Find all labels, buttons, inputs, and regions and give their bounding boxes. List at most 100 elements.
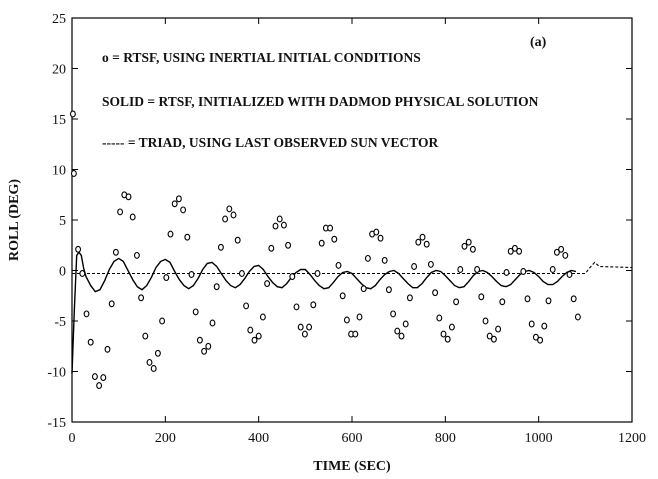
circle-marker [541, 322, 548, 330]
circle-marker [251, 336, 258, 344]
circle-marker [465, 238, 472, 246]
circle-marker [461, 242, 468, 250]
circle-marker [276, 215, 283, 223]
circle-marker [553, 248, 560, 256]
circle-marker [440, 330, 447, 338]
circle-marker [125, 193, 132, 201]
circle-marker [104, 345, 111, 353]
circle-marker [436, 314, 443, 322]
circle-marker [457, 266, 464, 273]
circle-marker [503, 269, 510, 276]
circle-marker [356, 313, 363, 321]
circle-marker [213, 283, 220, 291]
circle-marker [230, 211, 237, 219]
circle-marker [566, 271, 573, 278]
circle-marker [108, 300, 115, 308]
circle-marker [520, 268, 527, 275]
circle-marker [306, 323, 313, 331]
circle-marker [453, 298, 460, 306]
circle-marker [423, 240, 430, 248]
circle-marker [175, 195, 182, 203]
y-tick-label: 15 [52, 113, 66, 128]
circle-marker [180, 206, 187, 214]
circle-marker [69, 110, 76, 118]
y-tick-label: 0 [59, 265, 66, 280]
y-tick-label: -15 [47, 416, 66, 431]
circle-marker [301, 330, 308, 338]
circle-marker [129, 213, 136, 221]
circle-marker [364, 254, 371, 262]
circle-marker [196, 336, 203, 344]
circle-marker [75, 245, 82, 253]
circle-marker [486, 332, 493, 340]
circle-marker [528, 320, 535, 328]
circle-marker [381, 256, 388, 264]
circle-marker [272, 222, 279, 230]
circle-marker [339, 292, 346, 300]
circle-marker [280, 221, 287, 229]
circle-marker [377, 234, 384, 242]
circle-marker [574, 313, 581, 321]
circle-marker [511, 244, 518, 252]
y-tick-label: -5 [54, 315, 66, 330]
circle-marker [570, 295, 577, 303]
circle-marker [96, 382, 103, 390]
circle-marker [507, 247, 514, 255]
circle-marker [188, 271, 195, 278]
x-tick-label: 400 [248, 431, 269, 446]
circle-marker [192, 308, 199, 316]
circle-marker [444, 335, 451, 343]
circle-marker [146, 358, 153, 366]
circle-marker [343, 316, 350, 324]
circle-marker [360, 285, 367, 293]
circle-marker [352, 330, 359, 338]
circle-marker [289, 273, 296, 281]
circle-marker [171, 200, 178, 208]
y-tick-label: 10 [52, 164, 66, 179]
circle-marker [184, 233, 191, 241]
circle-marker [285, 241, 292, 249]
circle-marker [318, 239, 325, 247]
y-tick-label: -10 [47, 366, 66, 381]
circle-marker [427, 260, 434, 268]
circle-marker [327, 224, 334, 232]
circle-marker [373, 228, 380, 236]
circle-marker [448, 323, 455, 331]
series-solid-line [71, 251, 577, 374]
plot-frame [71, 17, 633, 423]
circle-marker [234, 236, 241, 244]
y-tick-label: 5 [59, 214, 66, 229]
circle-marker [545, 297, 552, 305]
series-circle-markers [69, 110, 581, 390]
circle-marker [247, 326, 254, 334]
circle-marker [385, 286, 392, 294]
circle-marker [297, 323, 304, 331]
annotation-circles: o = RTSF, USING INERTIAL INITIAL CONDITI… [102, 50, 421, 65]
circle-marker [331, 235, 338, 243]
x-tick-label: 600 [342, 431, 363, 446]
circle-marker [314, 270, 321, 277]
x-tick-label: 1000 [525, 431, 553, 446]
circle-marker [478, 293, 485, 301]
annotation-solid: SOLID = RTSF, INITIALIZED WITH DADMOD PH… [102, 94, 539, 109]
circle-marker [209, 319, 216, 327]
solid-series-line [71, 251, 577, 374]
circle-marker [159, 317, 166, 325]
circle-marker [469, 245, 476, 253]
y-tick-label: 25 [52, 12, 66, 27]
circle-marker [398, 332, 405, 340]
circle-marker [268, 244, 275, 252]
axis-tick-labels: 0 200 400 600 800 1000 1200 25 20 15 10 5 0 -5 -10 -15 [47, 12, 646, 446]
circle-marker [87, 338, 94, 346]
circle-marker [499, 298, 506, 306]
x-axis-title: TIME (SEC) [313, 459, 391, 474]
x-tick-label: 800 [435, 431, 456, 446]
circle-marker [335, 261, 342, 269]
circle-marker [205, 342, 212, 350]
circle-marker [238, 270, 245, 277]
circle-marker [163, 274, 170, 282]
circle-marker [406, 294, 413, 302]
circle-marker [243, 302, 250, 310]
circle-marker [167, 230, 174, 238]
